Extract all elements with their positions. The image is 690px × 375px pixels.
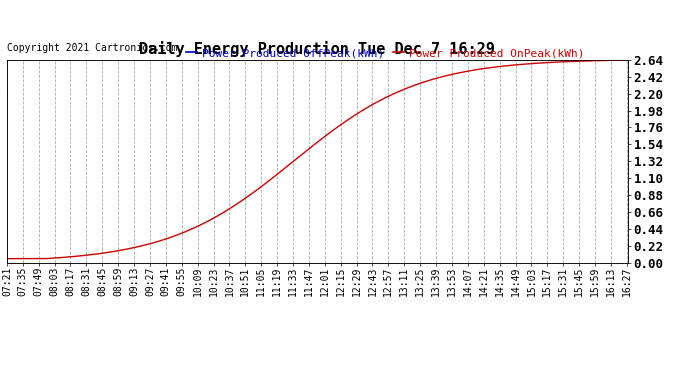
Legend: Power Produced OffPeak(kWh), Power Produced OnPeak(kWh): Power Produced OffPeak(kWh), Power Produ…: [186, 48, 584, 58]
Text: Copyright 2021 Cartronics.com: Copyright 2021 Cartronics.com: [7, 43, 177, 53]
Title: Daily Energy Production Tue Dec 7 16:29: Daily Energy Production Tue Dec 7 16:29: [139, 42, 495, 57]
